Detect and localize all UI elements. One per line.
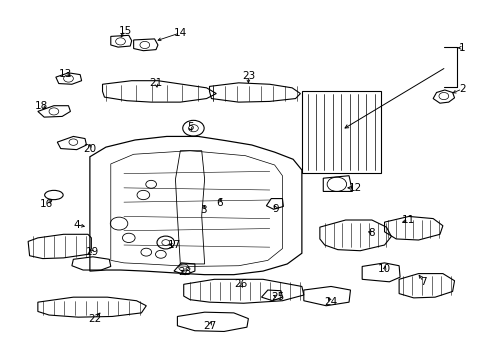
Text: 14: 14 [173,28,186,38]
Text: 28: 28 [178,267,191,277]
Text: 25: 25 [270,292,284,302]
Text: 9: 9 [272,204,279,214]
Text: 24: 24 [324,297,337,307]
Text: 17: 17 [167,240,180,250]
Text: 18: 18 [35,101,48,111]
Text: 20: 20 [83,144,96,154]
Text: 27: 27 [203,321,216,331]
Text: 15: 15 [119,26,132,36]
Text: 6: 6 [216,198,222,208]
Text: 5: 5 [186,122,193,132]
Text: 13: 13 [59,68,72,78]
Text: 11: 11 [402,215,415,225]
Text: 16: 16 [40,199,53,209]
Text: 21: 21 [149,78,163,88]
Text: 2: 2 [458,84,465,94]
Text: 1: 1 [458,43,465,53]
Text: 8: 8 [368,228,374,238]
Text: 4: 4 [73,220,80,230]
Text: 23: 23 [241,71,255,81]
Text: 22: 22 [88,314,101,324]
Text: 7: 7 [419,277,426,287]
Text: 3: 3 [200,205,206,215]
Text: 19: 19 [86,247,99,257]
Text: 26: 26 [233,279,247,289]
Text: 10: 10 [377,264,390,274]
Text: 12: 12 [348,183,361,193]
